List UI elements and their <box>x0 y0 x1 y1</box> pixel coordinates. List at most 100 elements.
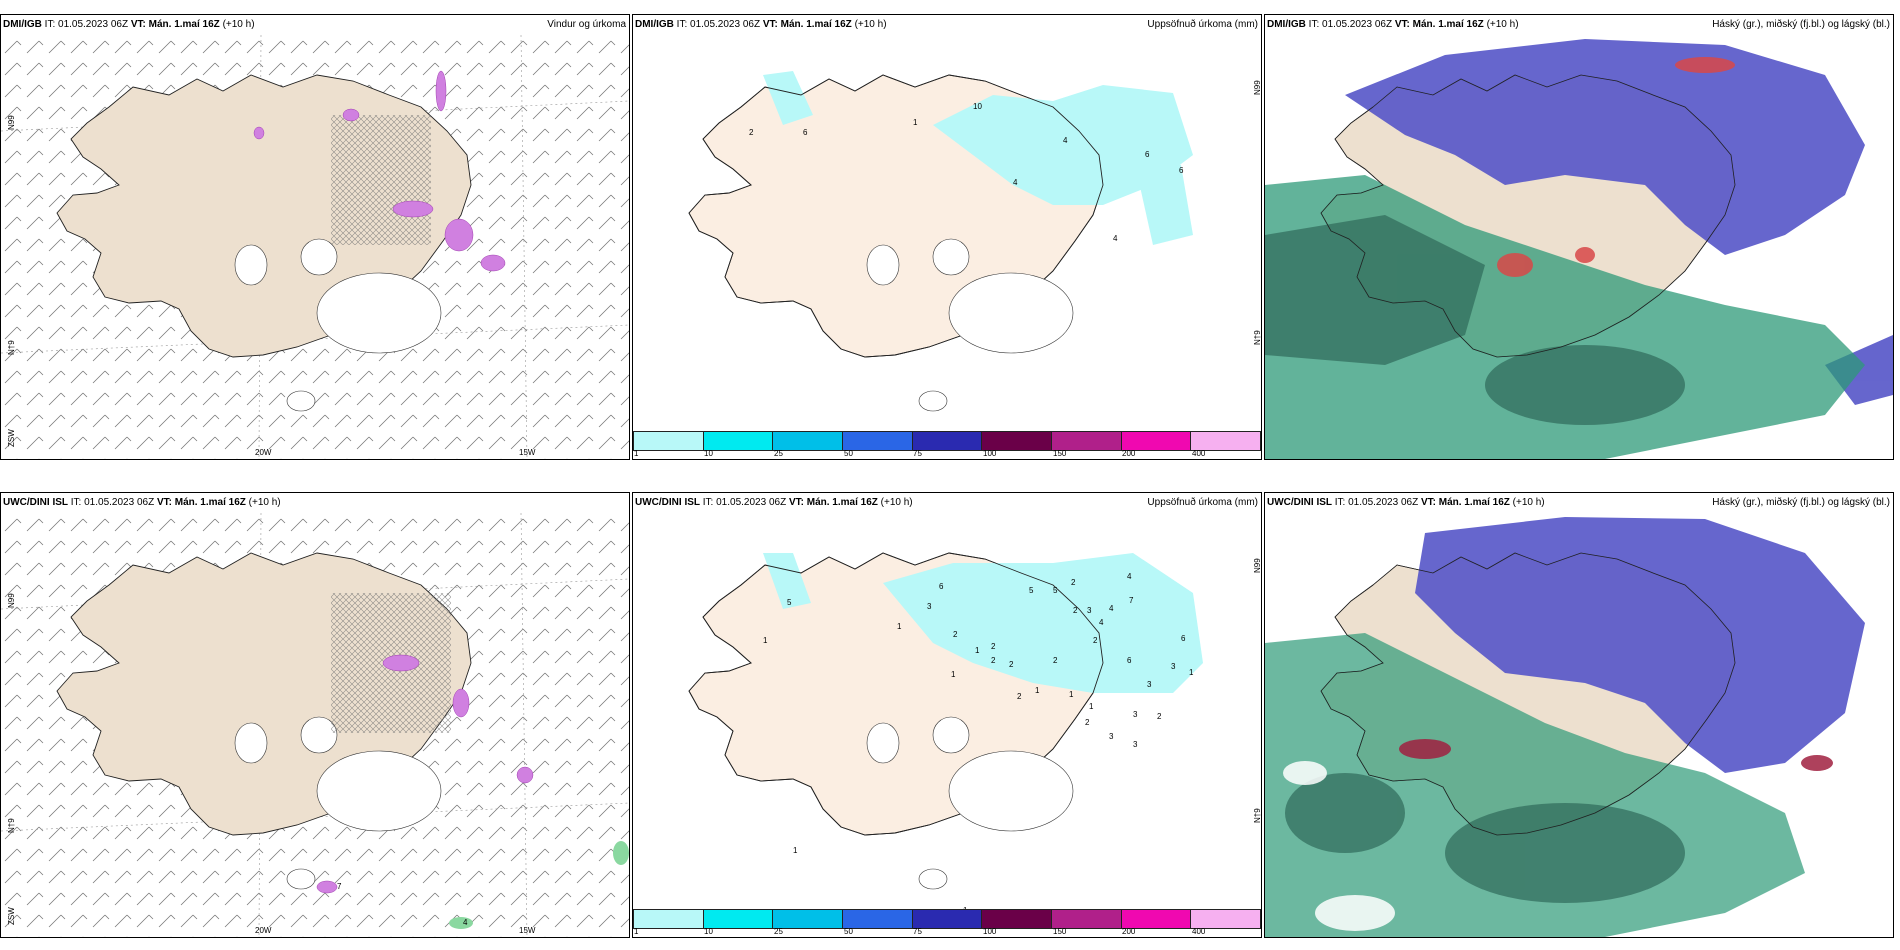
colorbar-swatch <box>911 909 982 929</box>
product-title: Uppsöfnuð úrkoma (mm) <box>1147 19 1258 30</box>
colorbar-swatch <box>633 909 703 929</box>
colorbar <box>633 431 1261 451</box>
precip-value: 1 <box>975 646 980 655</box>
colorbar-label: 150 <box>1053 449 1067 458</box>
colorbar-swatch <box>1120 431 1191 451</box>
precip-value: 1 <box>1069 690 1074 699</box>
precip-value: 4 <box>1099 618 1104 627</box>
glaciers <box>234 716 442 890</box>
precip-value: 2 <box>1053 656 1058 665</box>
map-panel-accum-precip-uwc: UWC/DINI ISL IT: 01.05.2023 06Z VT: Mán.… <box>632 492 1262 938</box>
colorbar-label: 10 <box>704 449 713 458</box>
lon-label-20w: 20W <box>255 448 272 457</box>
product-title: Uppsöfnuð úrkoma (mm) <box>1147 497 1258 508</box>
colorbar-labels: 1 10 25 50 75 100 150 200 400 <box>633 449 1261 459</box>
precip-value: 7 <box>1129 596 1134 605</box>
precip-value: 3 <box>1133 710 1138 719</box>
low-precip-patches <box>449 841 629 929</box>
lon-label-15w: 15W <box>519 926 536 935</box>
colorbar-label: 150 <box>1053 927 1067 936</box>
map-panel-clouds-uwc: UWC/DINI ISL IT: 01.05.2023 06Z VT: Mán.… <box>1264 492 1894 938</box>
init-time: IT: 01.05.2023 06Z <box>676 19 761 30</box>
accum-precip-map: 5 1 1 6 3 5 2 1 2 2 2 1 1 2 2 1 1 2 3 5 … <box>688 552 1203 929</box>
colorbar-label: 25 <box>774 927 783 936</box>
lead-time: (+10 h) <box>854 19 887 30</box>
panel-header: DMI/IGB IT: 01.05.2023 06Z VT: Mán. 1.ma… <box>1 15 629 35</box>
colorbar-swatch <box>1120 909 1191 929</box>
low-clouds <box>1265 215 1685 425</box>
map-panel-clouds-dmi: DMI/IGB IT: 01.05.2023 06Z VT: Mán. 1.ma… <box>1264 14 1894 460</box>
convective-cells <box>1497 57 1735 277</box>
precip-value: 6 <box>1179 166 1184 175</box>
colorbar <box>633 909 1261 929</box>
product-title: Háský (gr.), miðský (fj.bl.) og lágský (… <box>1712 19 1890 30</box>
colorbar-label: 10 <box>704 927 713 936</box>
colorbar-label: 400 <box>1192 927 1206 936</box>
init-time: IT: 01.05.2023 06Z <box>1308 19 1393 30</box>
lead-time: (+10 h) <box>248 497 281 508</box>
precip-value: 5 <box>787 598 792 607</box>
precip-value: 1 <box>897 622 902 631</box>
lead-time: (+10 h) <box>1512 497 1545 508</box>
precip-value: 7 <box>337 882 342 891</box>
lead-time: (+10 h) <box>222 19 255 30</box>
lead-time: (+10 h) <box>1486 19 1519 30</box>
colorbar-swatch <box>981 909 1052 929</box>
map-panel-accum-precip-dmi: DMI/IGB IT: 01.05.2023 06Z VT: Mán. 1.ma… <box>632 14 1262 460</box>
panel-header: UWC/DINI ISL IT: 01.05.2023 06Z VT: Mán.… <box>1265 493 1893 513</box>
precip-value: 2 <box>1009 660 1014 669</box>
precip-value: 6 <box>1127 656 1132 665</box>
precip-value: 3 <box>1109 732 1114 741</box>
init-time: IT: 01.05.2023 06Z <box>702 497 787 508</box>
precip-value: 2 <box>749 128 754 137</box>
colorbar-label: 25 <box>774 449 783 458</box>
colorbar-label: 100 <box>983 449 997 458</box>
product-title: Vindur og úrkoma <box>547 19 626 30</box>
precip-value: 1 <box>1035 686 1040 695</box>
colorbar-swatch <box>1190 431 1261 451</box>
colorbar-label: 50 <box>844 449 853 458</box>
colorbar-label: 400 <box>1192 449 1206 458</box>
lat-label-66n: N99 <box>1253 80 1262 95</box>
colorbar-swatch <box>1051 431 1121 451</box>
colorbar-swatch <box>911 431 982 451</box>
precip-cyan-areas <box>763 71 1193 245</box>
init-time: IT: 01.05.2023 06Z <box>44 19 129 30</box>
colorbar-swatch <box>702 909 773 929</box>
precip-value: 4 <box>1127 572 1132 581</box>
hatched-area <box>331 115 431 245</box>
precip-value: 3 <box>1133 740 1138 749</box>
model-name: UWC/DINI ISL <box>1267 497 1332 508</box>
convective-cells <box>1399 739 1833 771</box>
precip-value: 2 <box>1071 578 1076 587</box>
valid-time: VT: Mán. 1.maí 16Z <box>1394 19 1484 30</box>
precip-value: 6 <box>803 128 808 137</box>
lon-label-20w: 20W <box>255 926 272 935</box>
lon-label-15w: 15W <box>519 448 536 457</box>
panel-header: UWC/DINI ISL IT: 01.05.2023 06Z VT: Mán.… <box>633 493 1261 513</box>
precip-value: 1 <box>913 118 918 127</box>
precip-patches <box>253 70 506 272</box>
precip-value: 3 <box>927 602 932 611</box>
model-name: DMI/IGB <box>635 19 674 30</box>
precip-value: 1 <box>1189 668 1194 677</box>
precip-value: 5 <box>1053 586 1058 595</box>
lat-label-66n: N99 <box>7 115 16 130</box>
precip-value: 1 <box>763 636 768 645</box>
lon-label-25w: ZSW <box>7 907 16 925</box>
precip-value: 4 <box>1109 604 1114 613</box>
valid-time: VT: Mán. 1.maí 16Z <box>762 19 852 30</box>
colorbar-swatch <box>842 431 912 451</box>
valid-time: VT: Mán. 1.maí 16Z <box>1420 497 1510 508</box>
model-name: UWC/DINI ISL <box>3 497 68 508</box>
precip-value: 1 <box>1089 702 1094 711</box>
colorbar-swatch <box>981 431 1052 451</box>
precip-value: 3 <box>1171 662 1176 671</box>
init-time: IT: 01.05.2023 06Z <box>70 497 155 508</box>
precip-value: 4 <box>1013 178 1018 187</box>
glaciers <box>866 716 1074 890</box>
precip-value: 2 <box>953 630 958 639</box>
glaciers <box>234 238 442 412</box>
lat-label-64n: N†9 <box>7 818 16 833</box>
precip-value: 4 <box>1063 136 1068 145</box>
